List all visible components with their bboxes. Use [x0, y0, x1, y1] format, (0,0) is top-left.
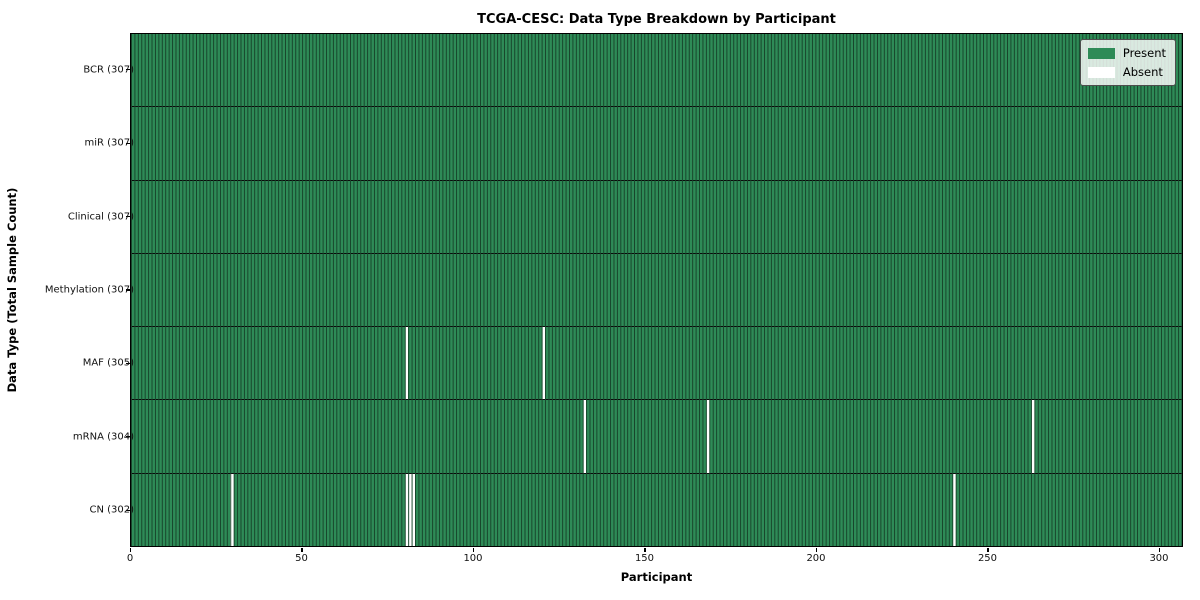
legend-item-present: Present: [1087, 46, 1166, 60]
absent-cell: [1031, 400, 1035, 473]
y-tick: [126, 215, 130, 218]
x-tick: [130, 548, 132, 552]
x-tick: [987, 548, 989, 552]
y-tick-label-methylation: Methylation (307): [44, 284, 134, 296]
x-tick-label: 150: [634, 553, 655, 564]
heatmap-row-bcr: [131, 34, 1182, 107]
heatmap-row-methylation: [131, 252, 1182, 327]
y-tick: [126, 142, 130, 144]
y-tick: [126, 289, 130, 291]
legend-swatch: [1087, 47, 1115, 59]
y-axis-label: Data Type (Total Sample Count): [5, 187, 19, 393]
y-tick: [126, 69, 130, 71]
y-tick-label-mir: miR (307): [84, 137, 134, 149]
absent-cell: [952, 473, 957, 546]
legend-swatch: [1087, 66, 1115, 78]
x-tick: [644, 548, 646, 552]
heatmap-row-mir: [131, 106, 1182, 180]
x-axis-label: Participant: [620, 570, 693, 584]
y-tick: [126, 509, 130, 511]
x-tick: [815, 548, 818, 552]
y-tick-label-maf: MAF (305): [82, 357, 134, 369]
absent-cell: [411, 473, 416, 546]
y-tick-label-clinical: Clinical (307): [67, 211, 134, 223]
chart-title: TCGA-CESC: Data Type Breakdown by Partic…: [477, 12, 836, 27]
absent-cell: [541, 327, 546, 400]
y-tick-label-mrna: mRNA (304): [72, 431, 134, 443]
x-tick: [301, 548, 303, 552]
y-tick-label-bcr: BCR (307): [83, 64, 134, 76]
y-tick-label-cn: CN (302): [89, 504, 134, 516]
x-tick-label: 0: [126, 553, 134, 564]
y-tick: [126, 436, 130, 438]
heatmap-row-cn: [131, 472, 1182, 546]
heatmap-row-mrna: [131, 399, 1182, 473]
legend-item-absent: Absent: [1087, 65, 1166, 79]
legend-label: Present: [1122, 46, 1166, 60]
x-tick-label: 100: [463, 553, 483, 564]
x-tick-label: 50: [295, 553, 308, 564]
absent-cell: [582, 400, 587, 473]
heatmap-row-maf: [131, 326, 1182, 400]
plot-area: Present Absent: [130, 33, 1183, 547]
heatmap-row-clinical: [131, 179, 1182, 253]
absent-cell: [706, 400, 710, 473]
x-tick: [1158, 548, 1161, 552]
legend-label: Absent: [1122, 65, 1163, 79]
absent-cell: [230, 473, 234, 546]
y-tick: [126, 362, 130, 365]
x-tick-label: 250: [977, 553, 998, 564]
absent-cell: [404, 327, 409, 400]
x-tick: [472, 548, 475, 552]
legend: Present Absent: [1079, 39, 1176, 86]
x-tick-label: 300: [1149, 553, 1169, 564]
x-tick-label: 200: [806, 553, 826, 564]
